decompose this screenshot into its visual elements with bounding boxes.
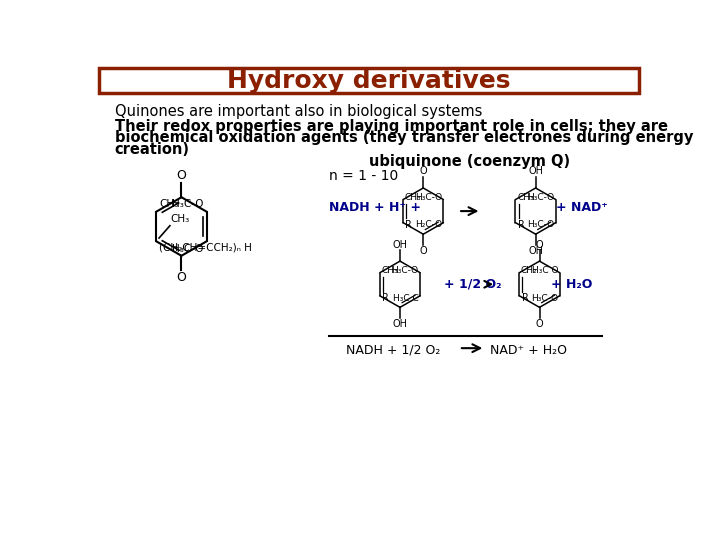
Text: R: R	[405, 220, 413, 230]
Text: O: O	[536, 240, 544, 249]
Text: H₃C-O: H₃C-O	[392, 266, 418, 275]
Text: Their redox properties are playing important role in cells; they are: Their redox properties are playing impor…	[114, 119, 668, 134]
Text: Quinones are important also in biological systems: Quinones are important also in biologica…	[114, 104, 482, 119]
Text: OH: OH	[392, 319, 408, 329]
Text: CH₃: CH₃	[382, 266, 398, 275]
Text: H₃C-O: H₃C-O	[531, 294, 558, 302]
Text: CH₃: CH₃	[405, 193, 421, 202]
Text: + H₂O: + H₂O	[551, 278, 593, 291]
Text: CH₃: CH₃	[517, 193, 534, 202]
Text: + 1/2 O₂: + 1/2 O₂	[444, 278, 502, 291]
Text: H₂C-O: H₂C-O	[415, 220, 442, 230]
Text: R: R	[518, 220, 525, 230]
Text: + NAD⁺: + NAD⁺	[556, 201, 608, 214]
Text: Hydroxy derivatives: Hydroxy derivatives	[228, 69, 510, 93]
Text: OH: OH	[392, 240, 408, 249]
Text: NADH + 1/2 O₂: NADH + 1/2 O₂	[346, 343, 440, 356]
Text: CH₂: CH₂	[521, 266, 538, 275]
Text: ubiquinone (coenzym Q): ubiquinone (coenzym Q)	[369, 153, 570, 168]
Text: OH: OH	[528, 166, 543, 177]
Text: O: O	[420, 246, 427, 256]
Text: CH₃: CH₃	[170, 214, 189, 224]
Text: creation): creation)	[114, 142, 190, 157]
Text: H₃C-O: H₃C-O	[172, 244, 204, 254]
Text: H₃C-O: H₃C-O	[527, 220, 554, 230]
Text: H₃C-O: H₃C-O	[172, 199, 204, 209]
Text: n = 1 - 10: n = 1 - 10	[329, 170, 398, 184]
Text: O: O	[420, 166, 427, 177]
Text: OH: OH	[528, 246, 543, 256]
Text: CH₃: CH₃	[159, 199, 179, 209]
Text: O: O	[176, 169, 186, 182]
Text: H₃C-O: H₃C-O	[527, 193, 554, 202]
Text: NADH + H⁺ +: NADH + H⁺ +	[329, 201, 420, 214]
Text: H₃C O: H₃C O	[531, 266, 558, 275]
Text: H₃C C: H₃C C	[393, 294, 418, 302]
Text: R: R	[382, 293, 389, 303]
Bar	[99, 68, 639, 93]
Text: R: R	[522, 293, 528, 303]
Text: NAD⁺ + H₂O: NAD⁺ + H₂O	[490, 343, 567, 356]
Text: (CH₂CH=CCH₂)ₙ H: (CH₂CH=CCH₂)ₙ H	[159, 242, 252, 252]
Text: biochemical oxidation agents (they transfer electrones during energy: biochemical oxidation agents (they trans…	[114, 130, 693, 145]
Text: H₃C-O: H₃C-O	[415, 193, 442, 202]
Text: O: O	[176, 271, 186, 284]
Text: O: O	[536, 319, 544, 329]
